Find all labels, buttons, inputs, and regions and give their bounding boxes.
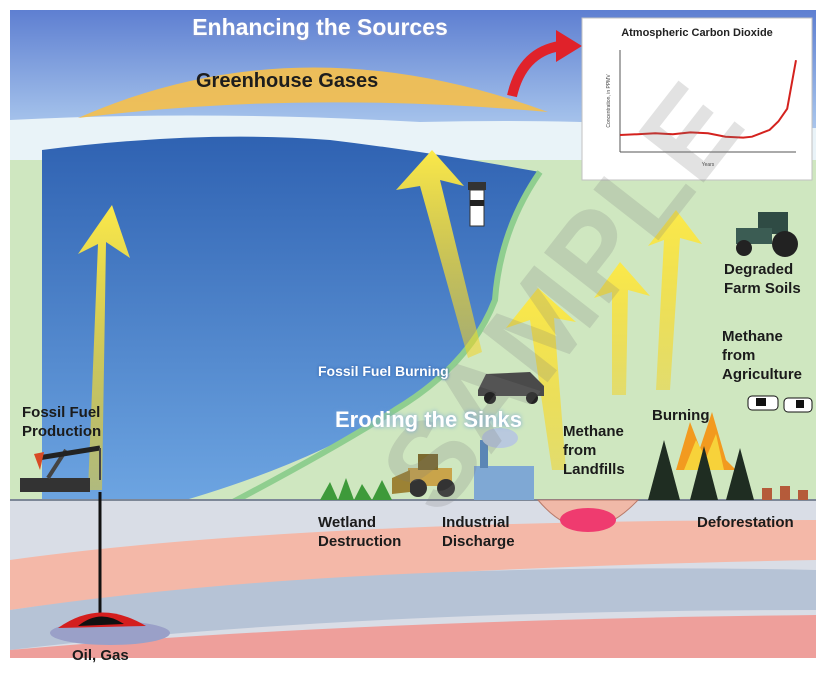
emission-arrow bbox=[78, 205, 130, 490]
forest-fire-icon bbox=[676, 412, 736, 470]
methane-landfills-label: Methane from Landfills bbox=[563, 423, 625, 478]
burning-label: Burning bbox=[652, 407, 710, 424]
cows-icon bbox=[747, 395, 813, 413]
water-body bbox=[42, 136, 540, 514]
sinks-label: Eroding the Sinks bbox=[335, 407, 523, 432]
fossil-fuel-production-label: Fossil Fuel Production bbox=[22, 404, 102, 440]
wetland-destruction-label: Wetland Destruction bbox=[318, 514, 402, 550]
industrial-discharge-label: Industrial Discharge bbox=[442, 514, 515, 550]
chart-x-axis-label: Years bbox=[702, 162, 715, 168]
oil-deposit-dark bbox=[78, 616, 124, 626]
trees-icon bbox=[648, 440, 754, 500]
curve-arrow-head bbox=[556, 30, 582, 62]
car-icon bbox=[478, 372, 544, 404]
chart-title: Atmospheric Carbon Dioxide bbox=[621, 27, 773, 39]
factory-icon bbox=[474, 428, 534, 500]
greenhouse-label: Greenhouse Gases bbox=[196, 70, 379, 92]
bulldozer-icon bbox=[392, 454, 455, 497]
fossil-fuel-burning-label: Fossil Fuel Burning bbox=[318, 363, 449, 379]
emission-arrow bbox=[648, 210, 702, 390]
stumps-icon bbox=[762, 486, 808, 500]
chart-y-axis-label: Concentration, in PPMV bbox=[606, 74, 612, 128]
greenhouse-band bbox=[78, 67, 548, 118]
coastline bbox=[118, 170, 543, 563]
methane-agriculture-label: Methane from Agriculture bbox=[722, 328, 803, 383]
emission-arrows bbox=[78, 150, 702, 490]
landfill-waste bbox=[560, 508, 616, 532]
co2-chart: Years Concentration, in PPMV bbox=[606, 50, 797, 168]
ground-layer-3 bbox=[10, 615, 816, 658]
deforestation-label: Deforestation bbox=[697, 514, 794, 531]
lighthouse-icon bbox=[468, 182, 486, 227]
emission-arrow bbox=[396, 150, 482, 358]
oil-gas-label: Oil, Gas bbox=[72, 647, 129, 664]
ground-layer-2 bbox=[10, 568, 816, 650]
wetland-grass bbox=[320, 478, 392, 500]
emission-arrow bbox=[594, 262, 650, 395]
chart-series-line bbox=[619, 60, 797, 139]
diagram-title: Enhancing the Sources bbox=[192, 14, 448, 40]
curve-arrow bbox=[507, 41, 562, 98]
oil-pumpjack-icon bbox=[20, 445, 101, 492]
degraded-farm-soils-label: Degraded Farm Soils bbox=[724, 261, 801, 297]
emission-arrow bbox=[506, 288, 576, 470]
tractor-icon bbox=[736, 212, 798, 257]
